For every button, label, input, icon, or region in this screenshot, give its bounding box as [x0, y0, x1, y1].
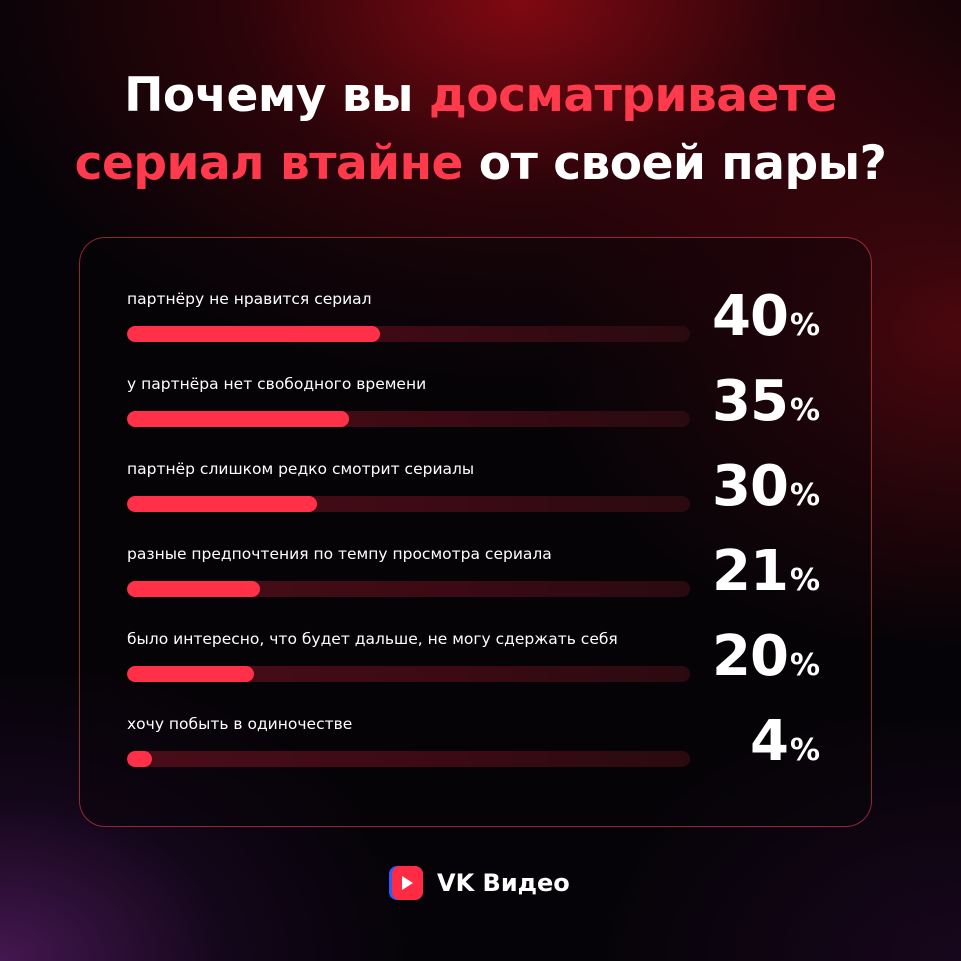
bar-fill	[127, 751, 152, 767]
bar-track	[127, 751, 690, 767]
chart-card: партнёру не нравится сериал 40% у партнёра…	[79, 237, 872, 827]
brand-logo: VK Видео	[389, 865, 570, 901]
bar-label: партнёру не нравится сериал	[127, 290, 372, 308]
bar-fill	[127, 581, 260, 597]
bar-fill	[127, 496, 317, 512]
title-line-2-plain: от своей пары?	[462, 136, 887, 191]
bar-value-number: 4	[749, 709, 789, 774]
bar-track	[127, 496, 690, 512]
bar-value: 40%	[712, 287, 820, 356]
percent-sign: %	[789, 733, 820, 768]
bar-value: 4%	[750, 712, 820, 781]
bar-fill	[127, 411, 349, 427]
bar-value: 35%	[712, 372, 820, 441]
bar-label: было интересно, что будет дальше, не мог…	[127, 630, 618, 648]
title-line-1-plain: Почему вы	[124, 68, 429, 123]
bar-row: партнёру не нравится сериал 40%	[80, 287, 873, 370]
title-line-1-highlight: досматриваете	[428, 68, 838, 123]
bar-value: 21%	[712, 542, 820, 611]
percent-sign: %	[789, 393, 820, 428]
bar-value-number: 30	[712, 454, 789, 519]
percent-sign: %	[789, 648, 820, 683]
bar-fill	[127, 666, 254, 682]
brand-name: VK Видео	[437, 869, 570, 897]
bar-row: хочу побыть в одиночестве 4%	[80, 712, 873, 795]
bar-value-number: 20	[712, 624, 789, 689]
percent-sign: %	[789, 563, 820, 598]
bar-row: у партнёра нет свободного времени 35%	[80, 372, 873, 455]
bar-row: было интересно, что будет дальше, не мог…	[80, 627, 873, 710]
page-title: Почему вы досматриваете сериал втайне от…	[0, 62, 961, 198]
bar-track	[127, 666, 690, 682]
bar-track	[127, 581, 690, 597]
bar-label: партнёр слишком редко смотрит сериалы	[127, 460, 475, 478]
bar-track	[127, 326, 690, 342]
bar-value: 20%	[712, 627, 820, 696]
bar-value-number: 21	[712, 539, 789, 604]
vk-video-play-icon	[389, 866, 423, 900]
percent-sign: %	[789, 308, 820, 343]
bar-fill	[127, 326, 380, 342]
bar-value-number: 40	[712, 284, 789, 349]
title-line-2-highlight: сериал втайне	[74, 136, 464, 191]
bar-label: хочу побыть в одиночестве	[127, 715, 353, 733]
title-line-2: сериал втайне от своей пары?	[0, 130, 961, 198]
bar-track	[127, 411, 690, 427]
bar-value-number: 35	[712, 369, 789, 434]
percent-sign: %	[789, 478, 820, 513]
title-line-1: Почему вы досматриваете	[0, 62, 961, 130]
bar-row: разные предпочтения по темпу просмотра с…	[80, 542, 873, 625]
bar-label: у партнёра нет свободного времени	[127, 375, 427, 393]
bar-value: 30%	[712, 457, 820, 526]
bar-row: партнёр слишком редко смотрит сериалы 30%	[80, 457, 873, 540]
bar-label: разные предпочтения по темпу просмотра с…	[127, 545, 552, 563]
